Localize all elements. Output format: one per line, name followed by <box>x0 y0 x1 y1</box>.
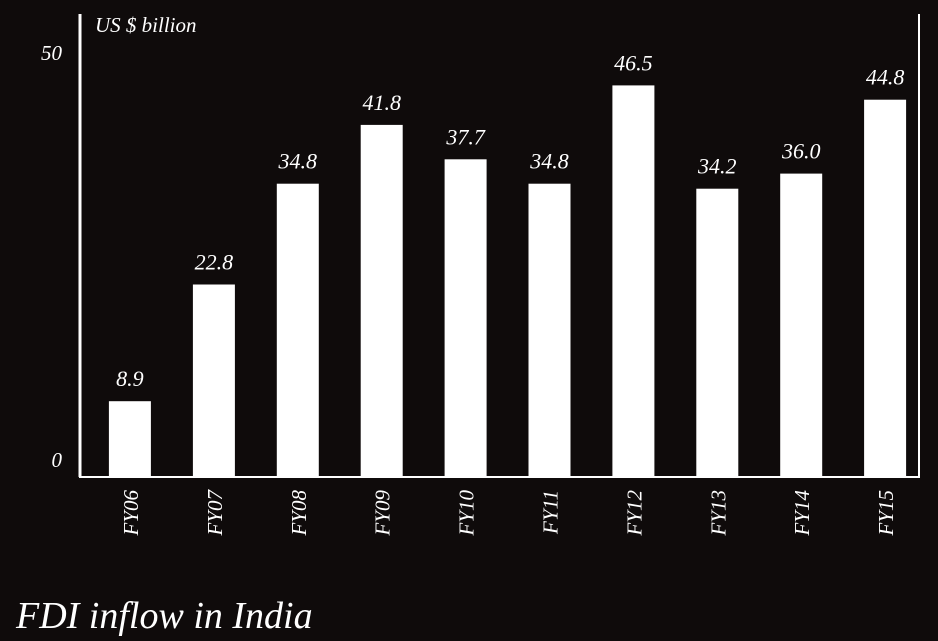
x-tick-label-fy08: FY08 <box>287 490 311 537</box>
bar-fy11 <box>528 183 571 476</box>
x-tick-label-fy06: FY06 <box>119 490 143 537</box>
x-tick-label-fy10: FY10 <box>455 490 479 537</box>
x-tick-label-fy15: FY15 <box>874 490 898 537</box>
bar-fy07 <box>192 284 235 476</box>
x-tick-label-fy12: FY12 <box>622 490 646 537</box>
bar-fy13 <box>696 188 739 476</box>
value-label-fy08: 34.8 <box>278 149 318 174</box>
bar-fy15 <box>864 99 907 476</box>
x-tick-label-fy09: FY09 <box>371 490 395 537</box>
value-labels-group: 8.9 22.8 34.8 41.8 37.7 34.8 46.5 34.2 36.0 44.8 <box>116 50 904 391</box>
bar-fy10 <box>444 159 487 477</box>
bar-fy08 <box>276 183 319 476</box>
y-tick-label-zero: 0 <box>52 448 63 472</box>
value-label-fy13: 34.2 <box>697 154 737 179</box>
value-label-fy10: 37.7 <box>445 124 486 149</box>
unit-label: US $ billion <box>95 13 197 37</box>
bar-fy14 <box>780 173 823 476</box>
x-tick-label-fy14: FY14 <box>790 490 814 537</box>
bar-fy12 <box>612 85 655 477</box>
chart-axes <box>78 14 920 478</box>
bars-group <box>108 85 907 477</box>
x-tick-label-fy11: FY11 <box>539 490 563 535</box>
value-label-fy09: 41.8 <box>362 90 401 115</box>
value-label-fy11: 34.8 <box>529 149 569 174</box>
value-label-fy14: 36.0 <box>781 139 821 164</box>
value-label-fy12: 46.5 <box>614 50 653 75</box>
bar-fy06 <box>108 401 151 476</box>
bar-fy09 <box>360 124 403 477</box>
y-tick-label-top: 50 <box>41 41 63 65</box>
x-tick-label-fy07: FY07 <box>203 489 227 537</box>
value-label-fy07: 22.8 <box>195 250 234 275</box>
value-label-fy06: 8.9 <box>116 366 144 391</box>
value-label-fy15: 44.8 <box>866 65 905 90</box>
x-tick-label-fy13: FY13 <box>706 490 730 537</box>
x-tick-labels-group: FY06 FY07 FY08 FY09 FY10 FY11 FY12 FY13 FY14 FY15 <box>119 489 898 537</box>
chart-title: FDI inflow in India <box>16 595 313 637</box>
